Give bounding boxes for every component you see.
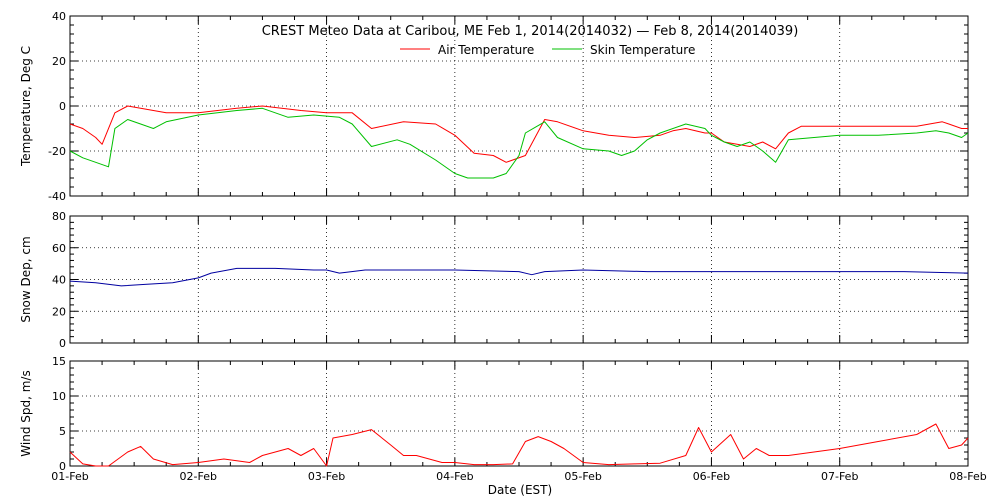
y-tick-label: -40 [48, 190, 66, 203]
x-tick-label: 07-Feb [821, 470, 858, 483]
chart-title: CREST Meteo Data at Caribou, ME Feb 1, 2… [262, 24, 799, 39]
panels: -40 -20 0 20 40 Temperature, Deg C Air Tempera… [19, 10, 987, 483]
series-line [70, 268, 968, 286]
x-tick-label: 01-Feb [51, 470, 88, 483]
y-tick-label: -20 [48, 145, 66, 158]
x-tick-label: 02-Feb [180, 470, 217, 483]
x-axis-label: Date (EST) [488, 483, 552, 497]
x-tick-label: 03-Feb [308, 470, 345, 483]
y-axis-label: Temperature, Deg C [19, 46, 33, 167]
series-line [70, 108, 968, 178]
y-tick-label: 80 [52, 210, 66, 223]
legend-label: Air Temperature [438, 43, 534, 57]
y-tick-label: 10 [52, 390, 66, 403]
x-tick-label: 06-Feb [693, 470, 730, 483]
y-axis-label: Snow Dep, cm [19, 236, 33, 322]
panel-2: 0 20 40 60 80 Snow Dep, cm [19, 210, 968, 350]
legend-label: Skin Temperature [590, 43, 695, 57]
y-tick-label: 60 [52, 242, 66, 255]
series-line [70, 424, 968, 466]
y-tick-label: 40 [52, 274, 66, 287]
y-axis-label: Wind Spd, m/s [19, 370, 33, 456]
y-tick-label: 40 [52, 10, 66, 23]
y-tick-label: 5 [59, 425, 66, 438]
x-tick-label: 08-Feb [949, 470, 986, 483]
y-tick-label: 0 [59, 100, 66, 113]
y-tick-label: 20 [52, 55, 66, 68]
x-tick-label: 05-Feb [564, 470, 601, 483]
y-tick-label: 20 [52, 305, 66, 318]
x-tick-label: 04-Feb [436, 470, 473, 483]
y-tick-label: 15 [52, 355, 66, 368]
plot-frame [70, 361, 968, 466]
y-tick-label: 0 [59, 337, 66, 350]
